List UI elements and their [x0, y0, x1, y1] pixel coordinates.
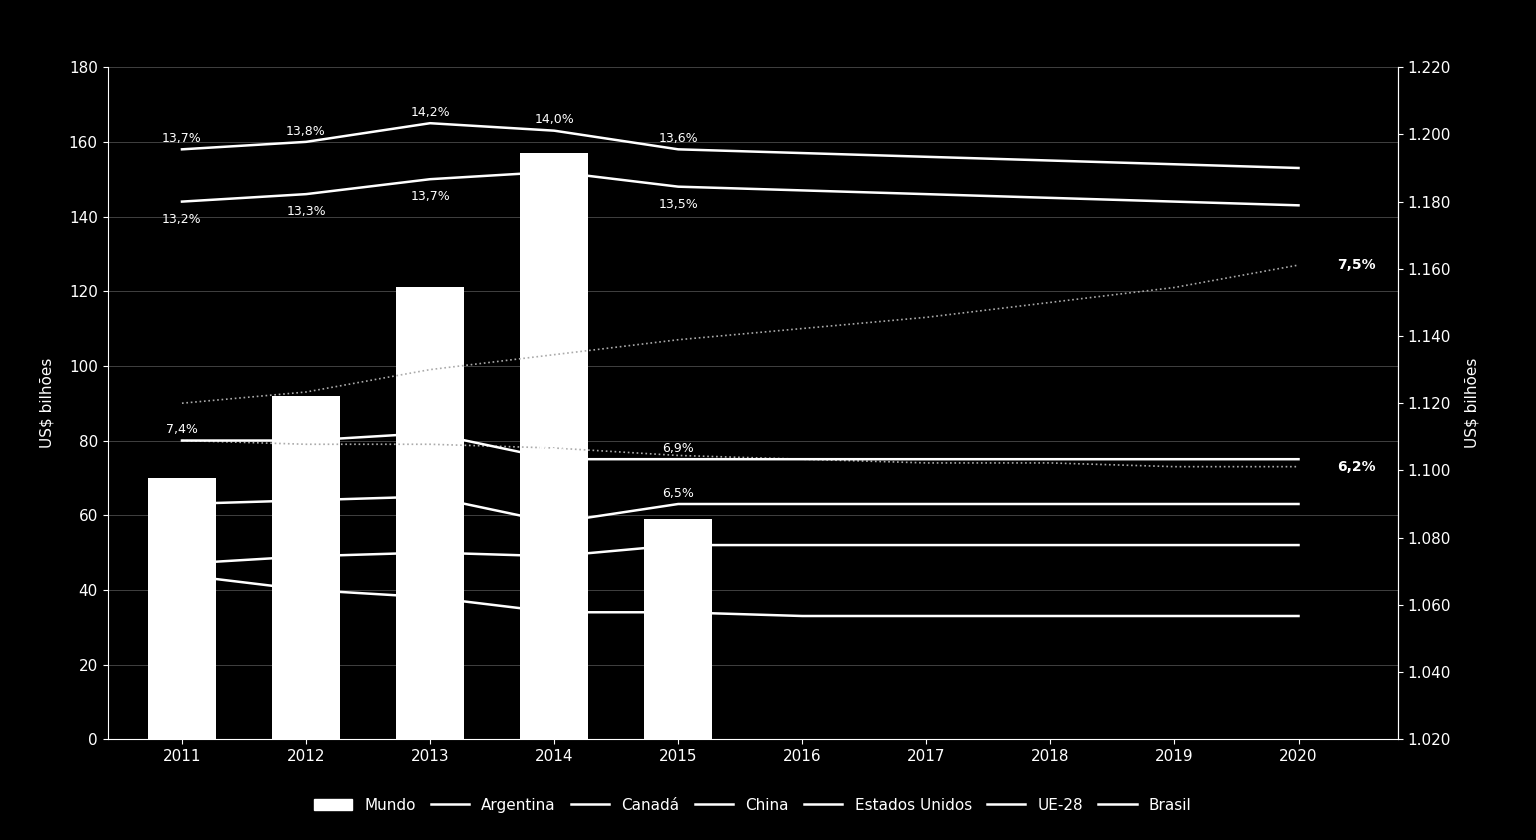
- Text: 4,5%: 4,5%: [662, 528, 694, 541]
- Bar: [147, 478, 217, 739]
- Text: 7,4%: 7,4%: [290, 423, 323, 436]
- Text: 6,0%: 6,0%: [538, 506, 570, 518]
- Text: 4,1%: 4,1%: [166, 586, 198, 599]
- Text: 4,3%: 4,3%: [166, 547, 198, 559]
- Text: 7,4%: 7,4%: [166, 423, 198, 436]
- Y-axis label: US$ bilhões: US$ bilhões: [40, 358, 55, 449]
- Text: 13,6%: 13,6%: [659, 132, 697, 145]
- Text: 7,5%: 7,5%: [415, 416, 445, 429]
- Text: 6,9%: 6,9%: [662, 442, 694, 455]
- Text: 3,8%: 3,8%: [290, 601, 323, 614]
- Text: 6,9%: 6,9%: [538, 442, 570, 455]
- Text: 6,6%: 6,6%: [290, 483, 323, 496]
- Text: 4,3%: 4,3%: [538, 539, 570, 552]
- Y-axis label: US$ bilhões: US$ bilhões: [1465, 358, 1479, 449]
- Text: 13,5%: 13,5%: [659, 197, 697, 211]
- Text: 6,2%: 6,2%: [1338, 459, 1376, 474]
- Text: 6,5%: 6,5%: [166, 487, 198, 500]
- Text: 3,2%: 3,2%: [538, 623, 570, 637]
- Text: 13,2%: 13,2%: [163, 213, 201, 226]
- Text: 6,8%: 6,8%: [415, 480, 445, 492]
- Text: 4,3%: 4,3%: [415, 535, 445, 549]
- Legend: Mundo, Argentina, Canadá, China, Estados Unidos, UE-28, Brasil: Mundo, Argentina, Canadá, China, Estados…: [307, 791, 1198, 819]
- Bar: [396, 287, 464, 739]
- Text: 13,7%: 13,7%: [410, 191, 450, 203]
- Text: 13,8%: 13,8%: [535, 183, 574, 196]
- Text: 4,3%: 4,3%: [290, 539, 323, 552]
- Text: 3,2%: 3,2%: [662, 623, 694, 637]
- Bar: [521, 153, 588, 739]
- Text: 14,2%: 14,2%: [410, 106, 450, 119]
- Text: 3,6%: 3,6%: [415, 608, 445, 622]
- Text: 6,5%: 6,5%: [662, 487, 694, 500]
- Text: 7,5%: 7,5%: [1338, 258, 1376, 272]
- Text: 13,8%: 13,8%: [286, 124, 326, 138]
- Bar: [644, 519, 713, 739]
- Text: 13,7%: 13,7%: [163, 132, 201, 145]
- Text: 13,3%: 13,3%: [286, 205, 326, 218]
- Bar: [272, 396, 339, 739]
- Text: 14,0%: 14,0%: [535, 113, 574, 127]
